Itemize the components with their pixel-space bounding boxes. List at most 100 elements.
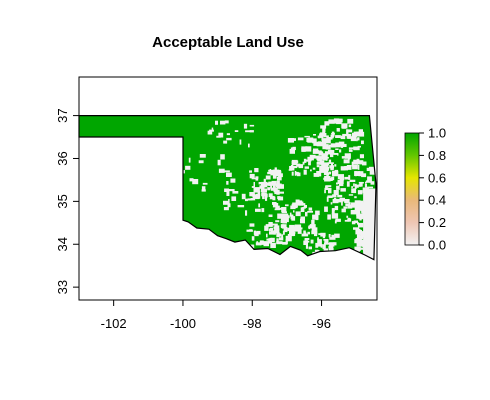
value-zero-cell [249,223,255,227]
x-tick-label: -98 [243,316,262,331]
value-zero-cell [333,153,339,155]
value-zero-cell [287,138,294,143]
value-zero-cell [354,239,359,244]
value-zero-cell [254,168,259,173]
value-zero-cell [328,245,334,249]
value-zero-cell [216,135,221,138]
value-zero-cell [353,183,355,187]
value-zero-cell [277,213,284,219]
value-zero-cell [344,166,348,171]
value-zero-cell [325,138,328,143]
value-zero-cell [304,159,309,162]
value-zero-cell [348,194,354,196]
value-zero-cell [357,164,360,170]
value-zero-cell [249,229,253,232]
value-zero-cell [270,187,276,191]
value-zero-cell [276,207,283,210]
value-zero-cell [336,118,342,125]
value-zero-cell [300,216,305,220]
value-zero-cell [317,252,321,257]
value-zero-cell [265,224,271,227]
value-zero-cell [268,238,272,244]
value-zero-cell [323,239,329,241]
value-zero-cell [276,241,283,245]
y-axis: 33 34 35 36 37 [55,108,80,294]
value-zero-cell [325,185,328,189]
value-zero-cell [272,196,276,201]
value-zero-cell [290,214,294,220]
value-zero-cell [359,216,362,221]
value-zero-cell [334,164,337,167]
value-zero-cell [267,171,274,175]
value-zero-cell [331,162,333,168]
value-zero-cell [293,165,298,169]
value-zero-cell [285,239,288,245]
value-zero-cell [269,195,275,200]
value-zero-cell [330,134,334,139]
value-zero-cell [345,203,350,207]
value-zero-cell [323,166,330,171]
value-zero-cell [378,207,380,211]
value-zero-cell [311,230,317,235]
value-zero-cell [320,169,327,173]
value-zero-cell [317,237,319,240]
value-zero-cell [276,189,280,195]
value-zero-cell [270,184,273,189]
value-zero-cell [326,174,329,177]
value-zero-cell [324,121,330,126]
value-zero-cell [356,200,363,206]
value-zero-cell [348,147,355,149]
value-zero-cell [320,125,327,129]
value-zero-cell [359,154,364,159]
value-zero-cell [349,179,356,182]
value-zero-cell [253,187,260,193]
value-zero-cell [346,165,352,170]
value-zero-cell [304,166,309,169]
value-zero-cell [300,218,305,224]
value-zero-cell [261,208,265,213]
value-zero-cell [354,205,361,211]
value-zero-cell [296,200,303,206]
value-zero-cell [342,133,349,137]
value-zero-cell [328,188,332,194]
value-zero-cell [291,160,297,165]
value-zero-cell [333,252,339,258]
value-zero-cell [354,196,357,199]
value-zero-cell [321,153,328,158]
value-zero-cell [281,211,287,214]
value-zero-cell [354,246,361,251]
value-zero-cell [303,230,306,236]
value-zero-cell [325,146,331,150]
value-zero-cell [282,214,289,220]
value-zero-cell [294,224,302,230]
value-zero-cell [331,213,339,219]
legend-ticks: 0.0 0.2 0.4 0.6 0.8 1.0 [419,126,446,253]
value-zero-cell [288,227,294,230]
value-zero-cell [325,253,331,257]
value-zero-cell [250,198,256,201]
value-zero-cell [309,157,314,161]
value-zero-cell [330,154,334,158]
value-zero-cell [256,230,261,235]
value-zero-cell [333,190,339,195]
value-zero-cell [352,164,358,170]
value-zero-cell [324,156,326,161]
value-zero-cell [360,235,364,240]
value-zero-cell [305,146,312,152]
value-zero-cell [274,228,280,234]
value-zero-cell [316,162,322,165]
y-tick-label: 36 [55,151,70,165]
state-border [78,115,377,261]
value-zero-cell [315,210,320,216]
value-zero-cell [365,181,367,184]
value-zero-cell [305,245,308,249]
value-zero-cell [347,133,352,139]
legend-tick-label: 0.2 [428,215,446,230]
value-zero-cell [318,141,322,144]
value-zero-cell [272,223,278,226]
value-zero-cell [256,241,259,244]
value-zero-cell [264,225,269,231]
value-zero-cell [249,170,252,173]
value-zero-cell [335,135,341,138]
value-zero-cell [338,181,344,187]
